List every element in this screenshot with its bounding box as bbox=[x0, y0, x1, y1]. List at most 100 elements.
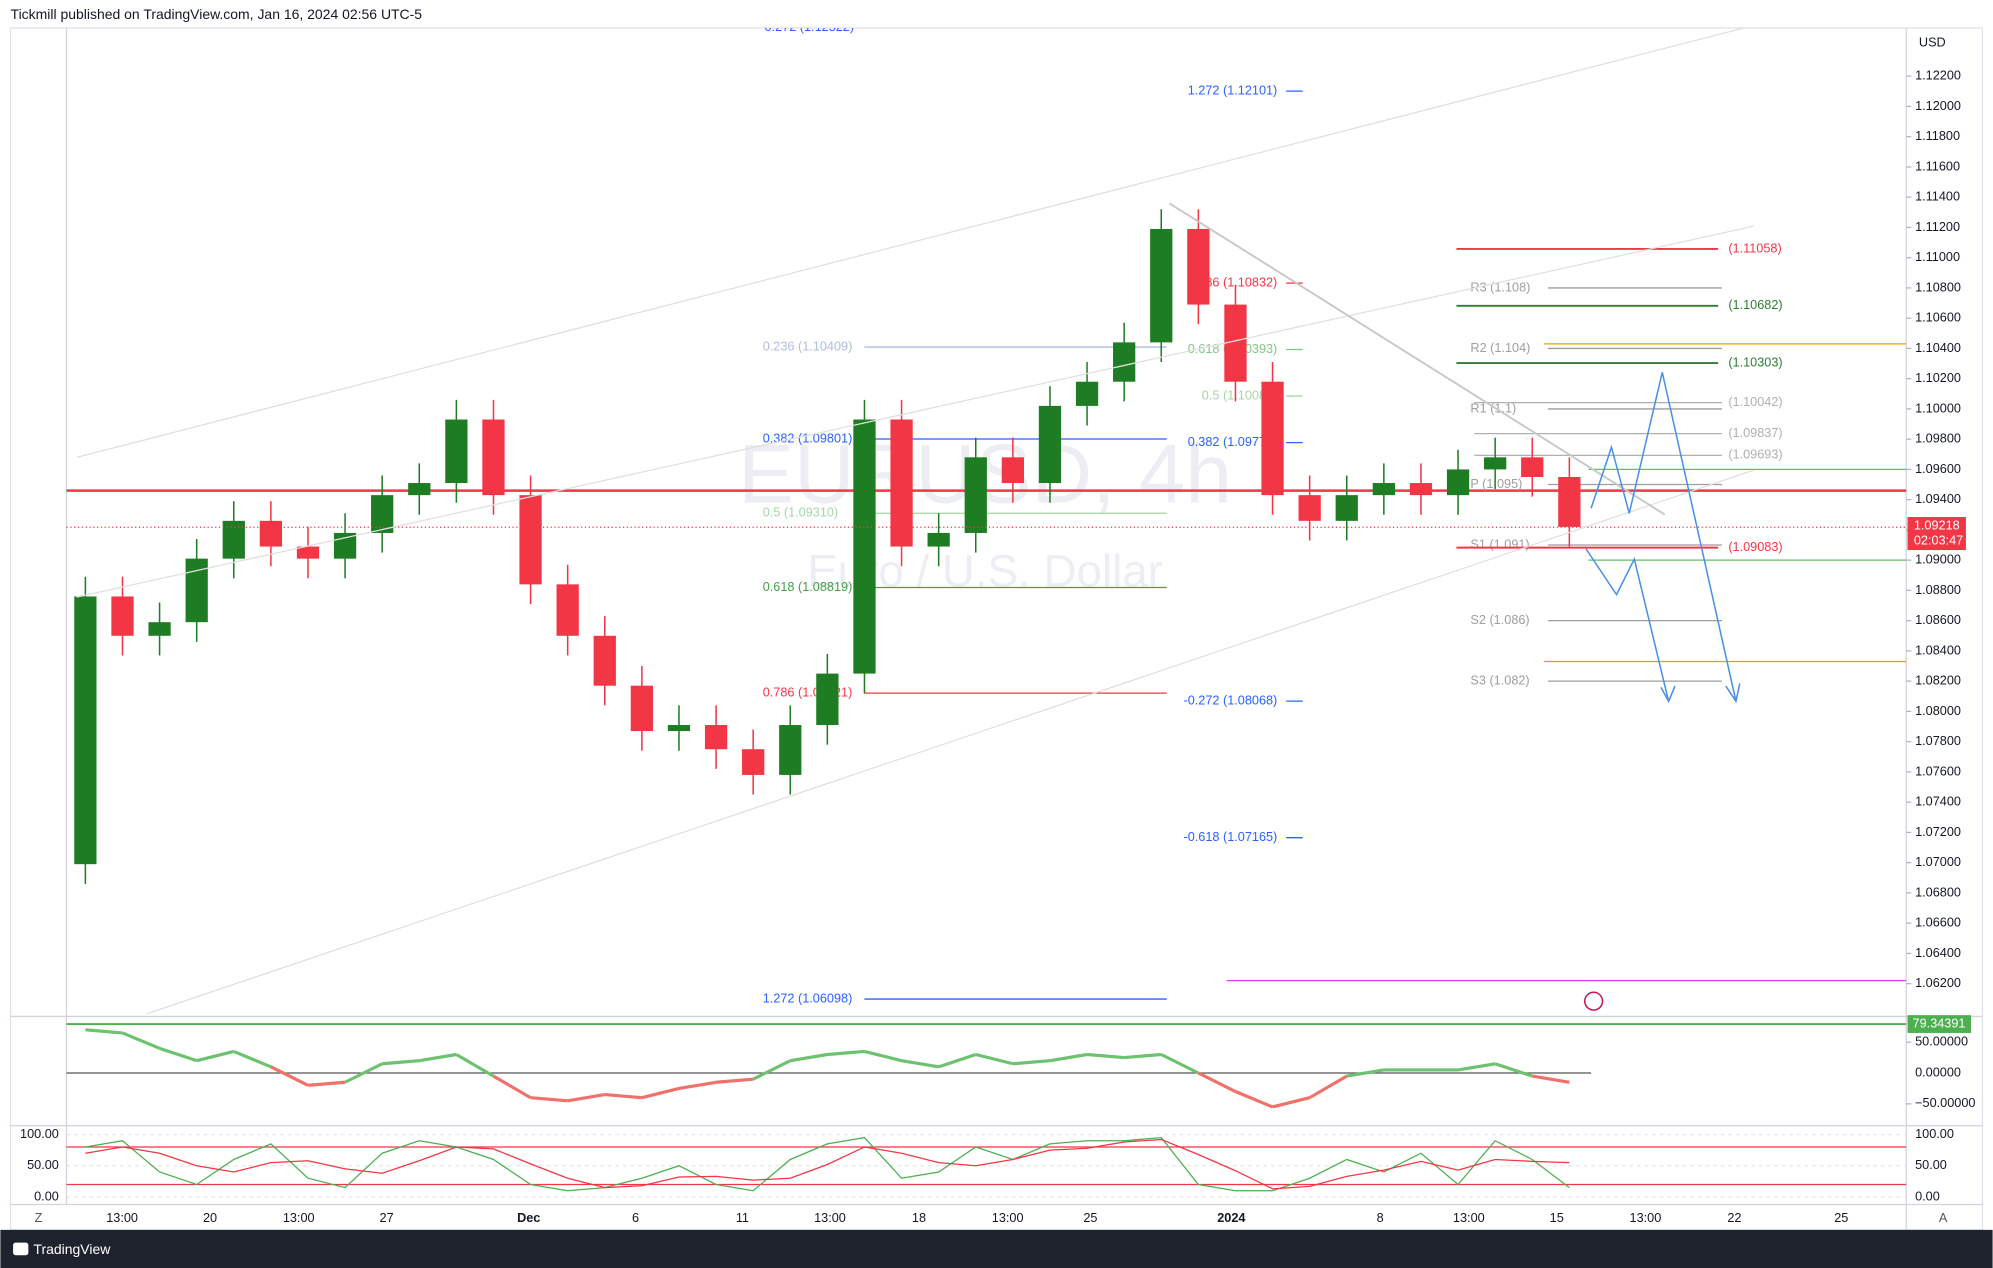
candle-body bbox=[1150, 228, 1173, 343]
oscillator-level-box bbox=[1907, 1015, 1972, 1033]
level-label: 0.382 (1.09777) bbox=[1188, 435, 1278, 449]
level-label: 1.272 (1.12101) bbox=[1188, 84, 1278, 98]
last-price-label: 1.09218 bbox=[1914, 518, 1960, 532]
channel-line bbox=[76, 225, 1754, 598]
x-tick-label: 25 bbox=[1834, 1211, 1848, 1225]
level-label: R1 (1.1) bbox=[1470, 401, 1516, 415]
level-label: S2 (1.086) bbox=[1470, 613, 1529, 627]
stoch-k-line bbox=[85, 1136, 1570, 1192]
candle-body bbox=[1558, 476, 1581, 527]
level-label: (1.10042) bbox=[1728, 395, 1782, 409]
x-tick-label: 27 bbox=[380, 1211, 394, 1225]
candle-body bbox=[1484, 457, 1507, 470]
x-tick-label: 11 bbox=[736, 1211, 749, 1225]
candle-body bbox=[556, 584, 579, 636]
y-tick-label: 1.09000 bbox=[1915, 553, 1961, 567]
candle-body bbox=[742, 749, 765, 775]
y-tick-label: 1.08400 bbox=[1915, 643, 1961, 657]
oscillator-segment bbox=[270, 1065, 309, 1087]
y-tick-label: 1.11200 bbox=[1915, 220, 1960, 234]
candle-body bbox=[779, 725, 802, 775]
y-tick-label: 1.07600 bbox=[1915, 764, 1961, 778]
x-tick-label: 13:00 bbox=[1630, 1211, 1662, 1225]
y-tick-label: 1.12200 bbox=[1915, 69, 1961, 83]
trend-line bbox=[1168, 202, 1666, 516]
oscillator-segment bbox=[1160, 1053, 1200, 1075]
level-label: R3 (1.108) bbox=[1470, 280, 1530, 294]
oscillator-tick-label: −50.00000 bbox=[1915, 1096, 1975, 1110]
oscillator-segment bbox=[1457, 1062, 1496, 1072]
candle-body bbox=[371, 495, 394, 533]
y-tick-label: 1.07800 bbox=[1915, 734, 1961, 748]
timezone-button[interactable]: Z bbox=[35, 1211, 43, 1225]
candle-body bbox=[333, 532, 357, 559]
oscillator-segment bbox=[1086, 1052, 1125, 1060]
level-label: 0.382 (1.09801) bbox=[763, 431, 853, 445]
candle-body bbox=[1187, 228, 1210, 305]
candle-body bbox=[890, 419, 913, 547]
footer-bar bbox=[0, 1229, 1993, 1268]
level-label: -0.618 (1.07165) bbox=[1183, 830, 1277, 844]
y-tick-label: 1.08000 bbox=[1915, 704, 1961, 718]
x-tick-label: Dec bbox=[517, 1211, 540, 1225]
currency-label: USD bbox=[1919, 36, 1946, 50]
candle-body bbox=[519, 495, 542, 585]
projection-path bbox=[1590, 372, 1737, 702]
y-tick-label: 1.07200 bbox=[1915, 825, 1961, 839]
candle-body bbox=[1335, 495, 1358, 521]
projection-path bbox=[1585, 548, 1670, 702]
candle-body bbox=[853, 419, 876, 674]
y-tick-label: 1.11400 bbox=[1915, 190, 1960, 204]
y-tick-label: 1.06800 bbox=[1915, 885, 1961, 899]
y-tick-label: 1.06200 bbox=[1915, 976, 1961, 990]
candle-body bbox=[74, 596, 97, 865]
candle-body bbox=[927, 532, 950, 547]
oscillator-segment bbox=[1234, 1090, 1274, 1109]
oscillator-segment bbox=[1197, 1071, 1237, 1093]
x-tick-label: 20 bbox=[203, 1211, 217, 1225]
oscillator-segment bbox=[1012, 1059, 1051, 1066]
candle-body bbox=[1372, 483, 1395, 496]
x-tick-label: 13:00 bbox=[814, 1211, 846, 1225]
oscillator-tick-label: 50.00000 bbox=[1915, 1035, 1968, 1049]
x-tick-label: 13:00 bbox=[283, 1211, 315, 1225]
x-tick-label: 13:00 bbox=[1453, 1211, 1485, 1225]
x-tick-label: 13:00 bbox=[992, 1211, 1024, 1225]
candle-body bbox=[593, 635, 616, 686]
y-tick-label: 1.11800 bbox=[1915, 129, 1960, 143]
oscillator-segment bbox=[790, 1052, 828, 1063]
level-label: (1.09693) bbox=[1728, 448, 1782, 462]
oscillator-segment bbox=[530, 1096, 568, 1103]
y-tick-label: 1.09400 bbox=[1915, 492, 1961, 506]
candle-body bbox=[1409, 483, 1433, 496]
level-label: P (1.095) bbox=[1470, 477, 1522, 491]
stoch-d-line bbox=[85, 1138, 1570, 1190]
oscillator-segment bbox=[1049, 1052, 1088, 1063]
candle-body bbox=[1298, 495, 1321, 521]
candle-body bbox=[259, 520, 283, 547]
y-tick-label: 1.10000 bbox=[1915, 401, 1961, 415]
projection-arrow bbox=[1660, 685, 1676, 704]
oscillator-segment bbox=[1272, 1096, 1311, 1109]
oscillator-segment bbox=[419, 1052, 457, 1063]
x-tick-label: 6 bbox=[632, 1211, 639, 1225]
projection-arrow bbox=[1725, 683, 1741, 704]
candle-body bbox=[445, 419, 468, 484]
oscillator-segment bbox=[567, 1093, 606, 1103]
alert-icon[interactable] bbox=[1583, 991, 1604, 1011]
y-tick-label: 1.06400 bbox=[1915, 946, 1961, 960]
candle-body bbox=[630, 685, 654, 732]
oscillator-segment bbox=[196, 1049, 235, 1063]
level-label: (1.09083) bbox=[1728, 540, 1782, 554]
level-label: 0.236 (1.10409) bbox=[763, 339, 853, 353]
y-tick-label: 1.09800 bbox=[1915, 432, 1961, 446]
oscillator-segment bbox=[752, 1059, 791, 1081]
level-label: (1.10682) bbox=[1728, 298, 1782, 312]
level-label: 0.5 (1.09310) bbox=[763, 506, 838, 520]
stoch-tick-label: 0.00 bbox=[1915, 1189, 1940, 1203]
oscillator-segment bbox=[455, 1053, 495, 1078]
auto-scale-button[interactable]: A bbox=[1939, 1211, 1948, 1225]
oscillator-segment bbox=[382, 1059, 420, 1066]
stoch-tick-label-left: 100.00 bbox=[20, 1127, 59, 1141]
channel-line bbox=[146, 469, 1754, 1015]
